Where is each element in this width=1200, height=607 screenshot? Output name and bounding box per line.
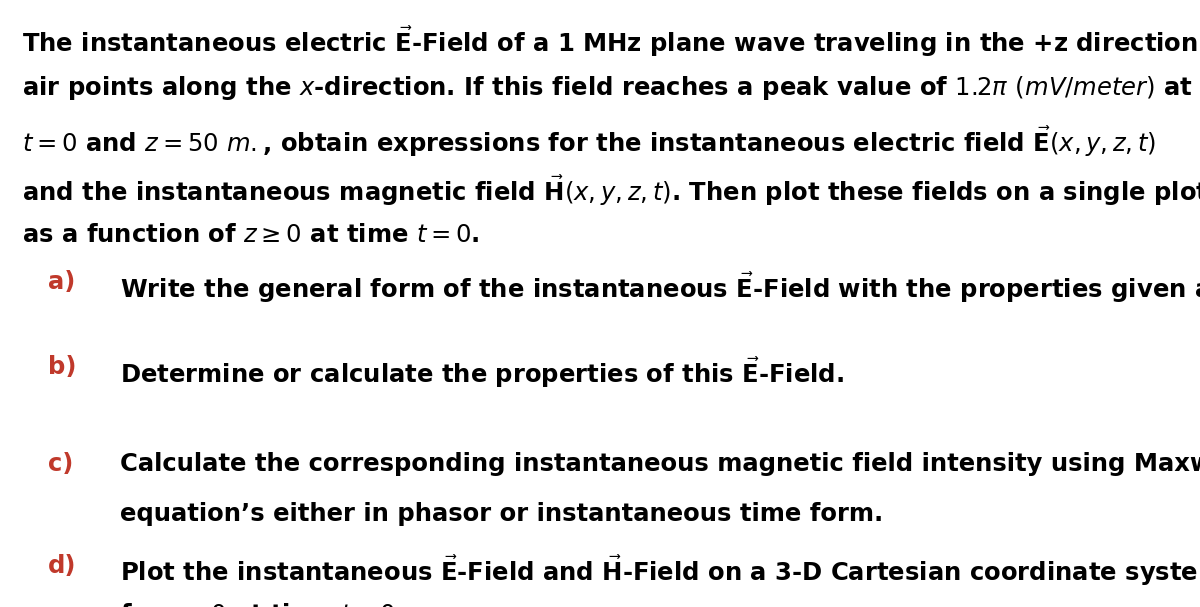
Text: a): a) <box>48 270 76 294</box>
Text: b): b) <box>48 355 77 379</box>
Text: c): c) <box>48 452 73 476</box>
Text: Determine or calculate the properties of this $\vec{\mathbf{E}}$-Field.: Determine or calculate the properties of… <box>120 355 844 390</box>
Text: air points along the $x$-direction. If this field reaches a peak value of $1.2\p: air points along the $x$-direction. If t… <box>22 74 1193 102</box>
Text: Plot the instantaneous $\vec{\mathbf{E}}$-Field and $\vec{\mathbf{H}}$-Field on : Plot the instantaneous $\vec{\mathbf{E}}… <box>120 554 1200 588</box>
Text: and the instantaneous magnetic field $\vec{\mathbf{H}}(x, y, z, t)$. Then plot t: and the instantaneous magnetic field $\v… <box>22 174 1200 208</box>
Text: Calculate the corresponding instantaneous magnetic field intensity using Maxwell: Calculate the corresponding instantaneou… <box>120 452 1200 476</box>
Text: as a function of $z \geq 0$ at time $t = 0$.: as a function of $z \geq 0$ at time $t =… <box>22 223 479 248</box>
Text: for $z \geq 0$ at time $t = 0$.: for $z \geq 0$ at time $t = 0$. <box>120 603 404 607</box>
Text: d): d) <box>48 554 77 578</box>
Text: Write the general form of the instantaneous $\vec{\mathbf{E}}$-Field with the pr: Write the general form of the instantane… <box>120 270 1200 305</box>
Text: equation’s either in phasor or instantaneous time form.: equation’s either in phasor or instantan… <box>120 502 883 526</box>
Text: $t = 0$ and $z = 50$ $m.$, obtain expressions for the instantaneous electric fie: $t = 0$ and $z = 50$ $m.$, obtain expres… <box>22 124 1156 158</box>
Text: The instantaneous electric $\vec{\mathbf{E}}$-Field of a 1 MHz plane wave travel: The instantaneous electric $\vec{\mathbf… <box>22 24 1200 59</box>
